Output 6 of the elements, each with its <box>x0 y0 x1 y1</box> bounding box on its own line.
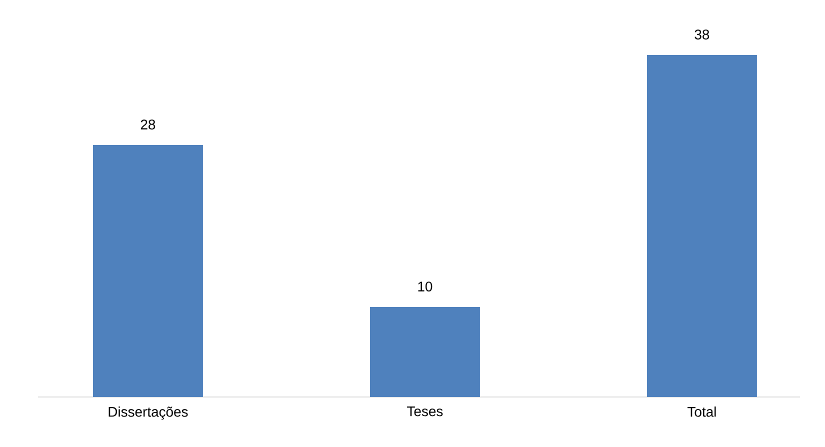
x-tick-label: Teses <box>407 406 443 416</box>
data-label: 10 <box>418 282 432 292</box>
data-label: 28 <box>140 120 156 130</box>
x-tick-label: Total <box>688 406 716 417</box>
data-label: 38 <box>694 30 710 40</box>
x-tick-label: Dissertações <box>108 406 188 420</box>
